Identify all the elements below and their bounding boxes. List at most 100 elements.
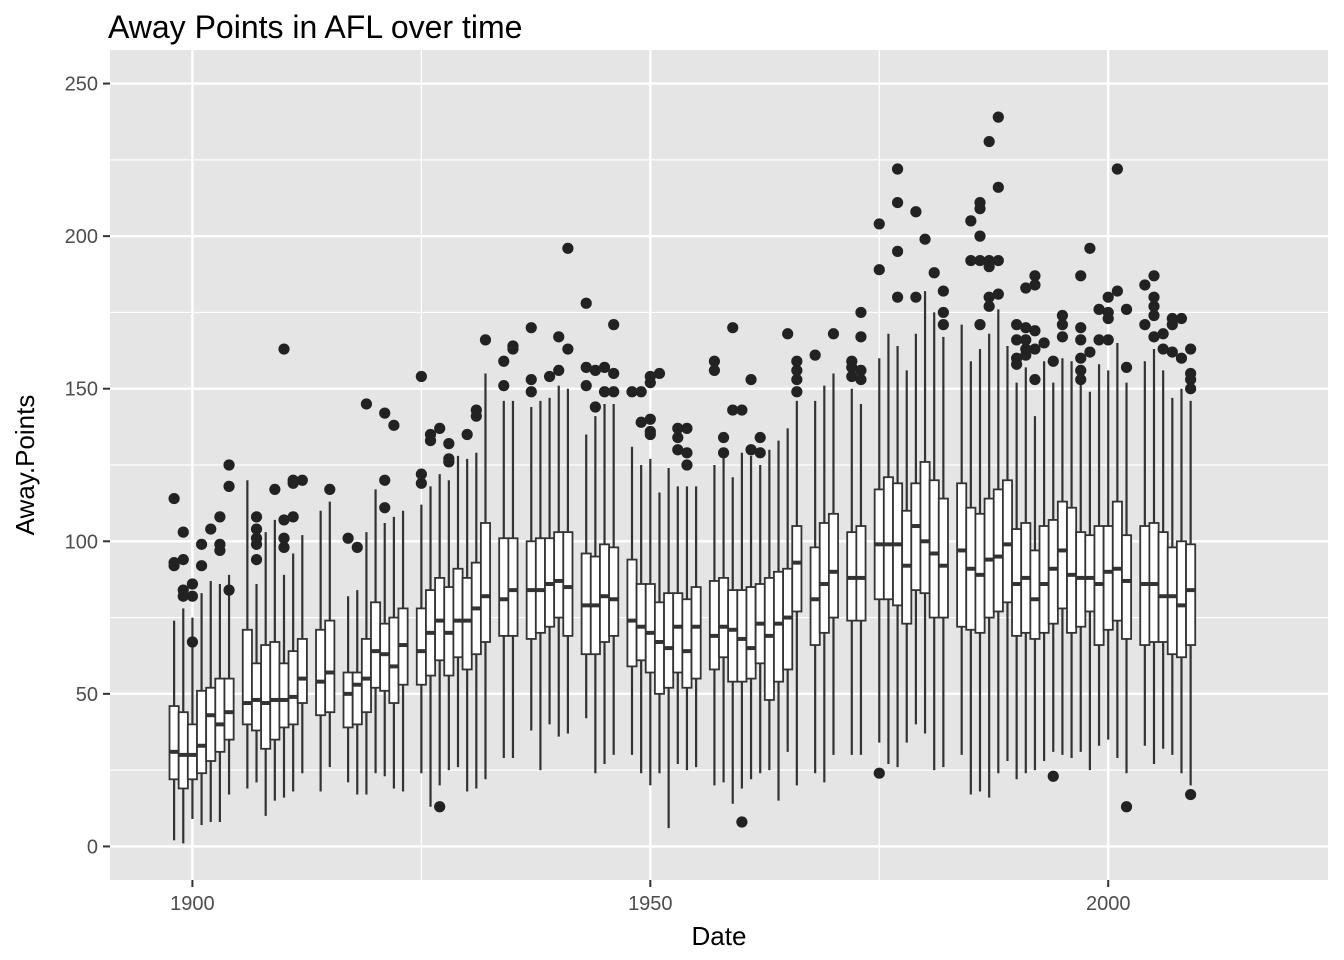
outlier-point [1011, 334, 1023, 346]
outlier-point [974, 254, 986, 267]
iqr-box [562, 531, 574, 637]
outlier-point [736, 816, 748, 828]
outlier-point [598, 386, 611, 398]
outlier-point [855, 364, 867, 377]
outlier-point [974, 230, 986, 242]
outlier-point [1185, 343, 1197, 355]
outlier-point [608, 367, 620, 380]
outlier-point [891, 163, 904, 175]
iqr-box [653, 601, 665, 695]
chart-title: Away Points in AFL over time [108, 9, 522, 45]
outlier-point [415, 370, 427, 383]
box-1949 [635, 465, 647, 774]
iqr-box [827, 512, 839, 619]
outlier-point [891, 245, 904, 257]
outlier-point [278, 343, 290, 355]
outlier-point [1185, 383, 1197, 395]
outlier-point [983, 135, 995, 148]
box-1984 [956, 324, 968, 755]
outlier-point [1111, 285, 1123, 297]
iqr-box [855, 525, 867, 622]
outlier-point [214, 511, 226, 523]
outlier-point [1120, 303, 1133, 315]
y-tick-label: 50 [76, 684, 98, 706]
outlier-point [672, 422, 684, 434]
outlier-point [919, 233, 931, 245]
outlier-point [1047, 355, 1059, 367]
iqr-box [736, 589, 748, 683]
box-1919 [360, 532, 372, 795]
iqr-box [360, 638, 372, 714]
outlier-point [1075, 322, 1087, 334]
outlier-point [1139, 319, 1151, 331]
iqr-box [681, 598, 693, 689]
box-1975 [873, 358, 885, 743]
box-1965 [782, 428, 794, 752]
outlier-point [754, 447, 766, 459]
box-1992 [1029, 416, 1041, 771]
outlier-point [434, 422, 446, 434]
iqr-box [351, 671, 363, 726]
box-1935 [507, 400, 519, 758]
outlier-point [1056, 331, 1069, 343]
outlier-point [278, 541, 290, 553]
outlier-point [1020, 334, 1032, 346]
iqr-box [1157, 531, 1169, 643]
iqr-box [1175, 540, 1187, 659]
outlier-point [809, 349, 821, 361]
iqr-box [214, 677, 226, 753]
outlier-point [717, 431, 730, 444]
outlier-point [644, 428, 656, 441]
outlier-point [580, 380, 592, 392]
outlier-point [388, 419, 400, 431]
outlier-point [186, 578, 199, 590]
outlier-point [498, 355, 510, 367]
outlier-point [498, 380, 510, 392]
outlier-point [278, 532, 290, 544]
outlier-point [177, 590, 189, 602]
box-1961 [745, 455, 757, 780]
box-1969 [818, 385, 830, 783]
iqr-box [370, 601, 382, 689]
iqr-box [1056, 500, 1068, 610]
box-1985 [965, 361, 977, 795]
outlier-point [745, 444, 757, 456]
x-axis-title: Date [692, 921, 747, 951]
outlier-point [250, 538, 263, 550]
outlier-point [1075, 352, 1087, 364]
x-tick-label: 2000 [1086, 893, 1131, 915]
iqr-box [690, 586, 702, 680]
iqr-box [1047, 519, 1059, 625]
outlier-point [342, 532, 354, 544]
box-1901 [196, 593, 208, 826]
box-1914 [315, 510, 327, 792]
iqr-box [1102, 525, 1114, 631]
outlier-point [608, 319, 620, 331]
iqr-box [415, 607, 427, 686]
iqr-box [507, 537, 519, 637]
outlier-point [1185, 788, 1197, 801]
iqr-box [791, 525, 803, 613]
outlier-point [1075, 364, 1087, 377]
outlier-point [681, 447, 693, 459]
outlier-point [589, 364, 601, 377]
iqr-box [882, 476, 894, 601]
outlier-point [1102, 334, 1114, 346]
outlier-point [379, 502, 391, 514]
outlier-point [1148, 270, 1160, 282]
box-1946 [608, 403, 620, 755]
iqr-box [626, 558, 638, 668]
iqr-box [534, 537, 546, 634]
box-1920 [370, 489, 382, 774]
outlier-point [1111, 163, 1123, 175]
outlier-point [873, 218, 885, 230]
outlier-point [562, 242, 574, 254]
box-series [168, 291, 1197, 844]
y-tick-label: 0 [87, 836, 98, 858]
iqr-box [910, 482, 922, 592]
iqr-box [1166, 546, 1178, 656]
outlier-point [736, 404, 748, 416]
outlier-point [205, 523, 217, 535]
outlier-point [415, 477, 427, 489]
